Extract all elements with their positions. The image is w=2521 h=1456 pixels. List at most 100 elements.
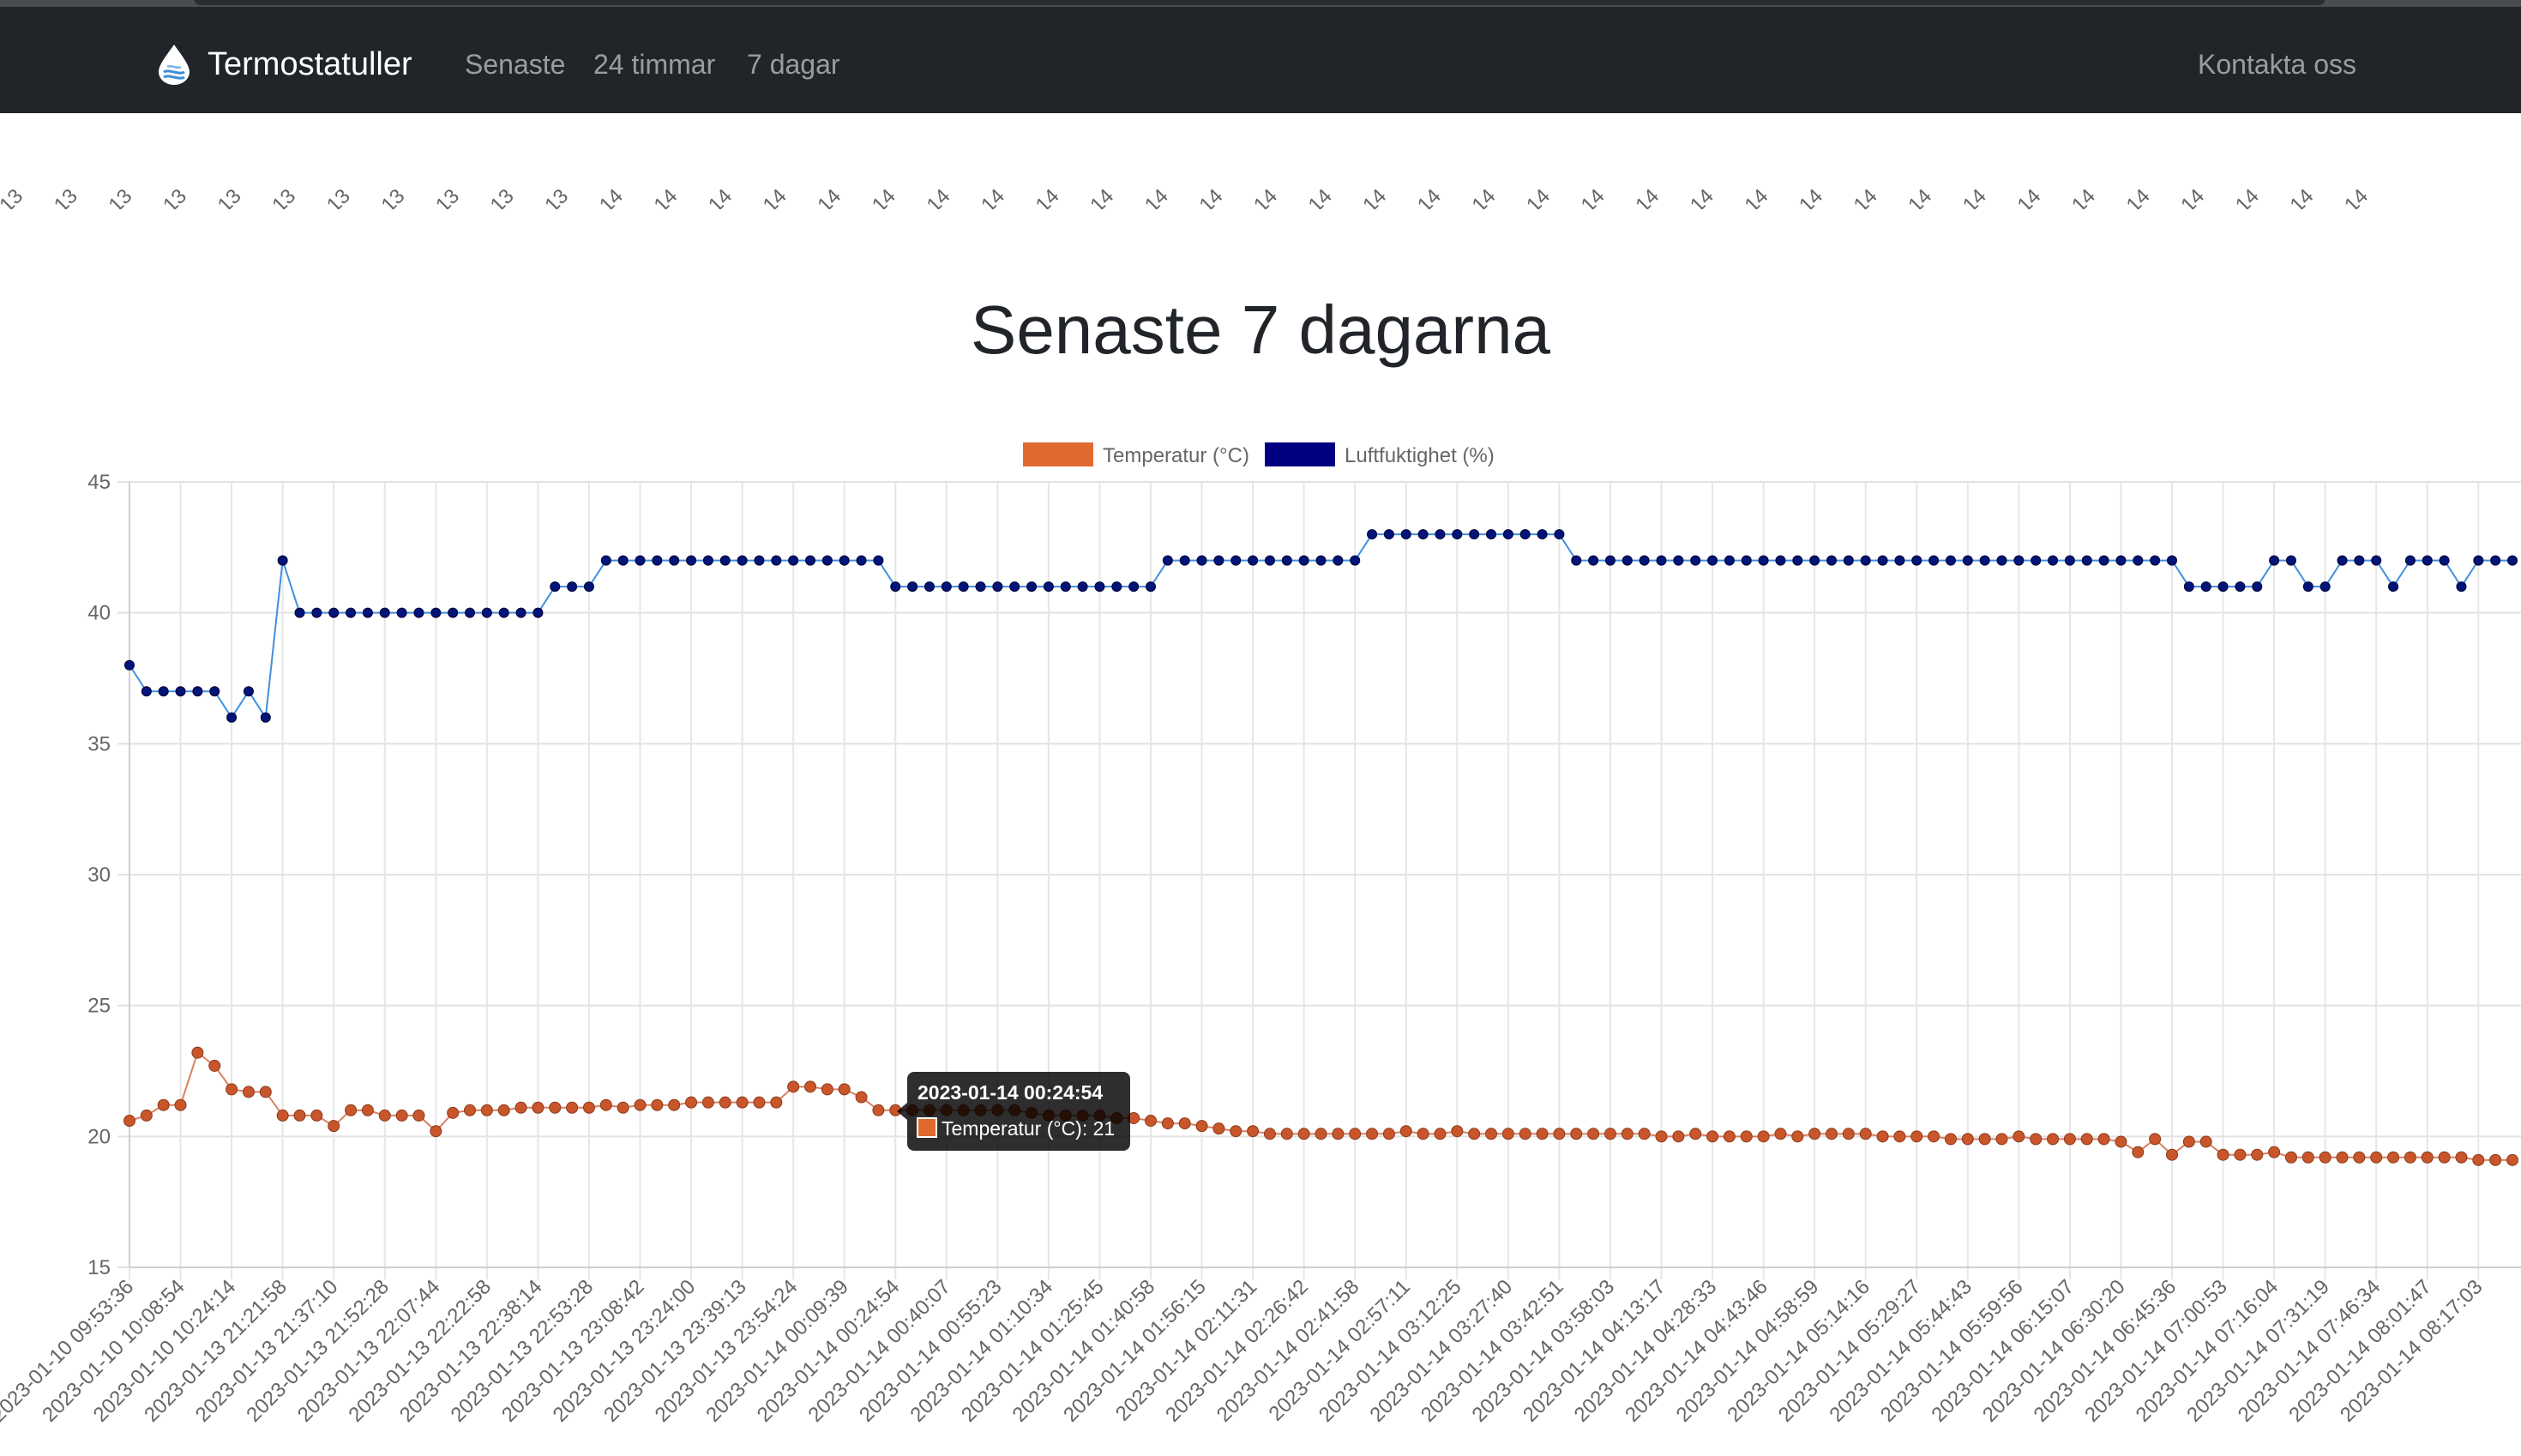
data-point[interactable] bbox=[1537, 529, 1548, 540]
data-point[interactable] bbox=[2097, 1133, 2110, 1146]
data-point[interactable] bbox=[804, 1080, 816, 1093]
data-point[interactable] bbox=[890, 581, 901, 593]
data-point[interactable] bbox=[480, 1104, 493, 1116]
data-point[interactable] bbox=[2235, 581, 2246, 593]
data-point[interactable] bbox=[1724, 555, 1735, 566]
data-point[interactable] bbox=[1655, 1130, 1668, 1143]
data-point[interactable] bbox=[1161, 1117, 1174, 1130]
data-point[interactable] bbox=[1928, 1130, 1940, 1143]
data-point[interactable] bbox=[1178, 1117, 1191, 1130]
data-point[interactable] bbox=[549, 1101, 562, 1114]
data-point[interactable] bbox=[2302, 581, 2313, 593]
data-point[interactable] bbox=[1399, 1125, 1412, 1138]
data-point[interactable] bbox=[1501, 1128, 1514, 1140]
data-point[interactable] bbox=[1230, 1125, 1242, 1138]
data-point[interactable] bbox=[175, 686, 186, 697]
data-point[interactable] bbox=[2200, 581, 2211, 593]
data-point[interactable] bbox=[1280, 1128, 1293, 1140]
data-point[interactable] bbox=[157, 1098, 170, 1111]
data-point[interactable] bbox=[1502, 529, 1513, 540]
data-point[interactable] bbox=[2217, 1148, 2229, 1161]
data-point[interactable] bbox=[1451, 1125, 1464, 1138]
data-point[interactable] bbox=[1230, 555, 1242, 566]
data-point[interactable] bbox=[2199, 1135, 2212, 1148]
data-point[interactable] bbox=[140, 1109, 153, 1122]
data-point[interactable] bbox=[1604, 555, 1615, 566]
data-point[interactable] bbox=[1094, 581, 1105, 593]
data-point[interactable] bbox=[1434, 1128, 1447, 1140]
data-point[interactable] bbox=[1792, 555, 1803, 566]
data-point[interactable] bbox=[958, 581, 969, 593]
data-point[interactable] bbox=[123, 1115, 135, 1128]
data-point[interactable] bbox=[1162, 555, 1173, 566]
data-point[interactable] bbox=[1757, 1130, 1770, 1143]
data-point[interactable] bbox=[362, 607, 373, 618]
data-point[interactable] bbox=[669, 555, 680, 566]
data-point[interactable] bbox=[1588, 555, 1599, 566]
data-point[interactable] bbox=[941, 581, 952, 593]
data-point[interactable] bbox=[395, 1109, 408, 1122]
data-point[interactable] bbox=[2182, 1135, 2195, 1148]
data-point[interactable] bbox=[550, 581, 561, 593]
data-point[interactable] bbox=[430, 607, 442, 618]
data-point[interactable] bbox=[2388, 581, 2399, 593]
data-point[interactable] bbox=[2030, 1133, 2043, 1146]
data-point[interactable] bbox=[259, 1086, 272, 1098]
data-point[interactable] bbox=[1944, 1133, 1957, 1146]
data-point[interactable] bbox=[855, 1091, 868, 1104]
data-point[interactable] bbox=[396, 607, 407, 618]
data-point[interactable] bbox=[583, 581, 594, 593]
chart-svg[interactable]: Temperatur (°C) Luftfuktighet (%) 15 20 25 30… bbox=[0, 420, 2521, 1456]
data-point[interactable] bbox=[532, 607, 544, 618]
data-point[interactable] bbox=[328, 1120, 340, 1133]
data-point[interactable] bbox=[2387, 1151, 2400, 1164]
data-point[interactable] bbox=[1196, 555, 1207, 566]
data-point[interactable] bbox=[1587, 1128, 1600, 1140]
data-point[interactable] bbox=[2336, 1151, 2349, 1164]
data-point[interactable] bbox=[2031, 555, 2042, 566]
data-point[interactable] bbox=[1009, 581, 1020, 593]
data-point[interactable] bbox=[1911, 555, 1922, 566]
data-point[interactable] bbox=[1877, 555, 1888, 566]
data-point[interactable] bbox=[158, 686, 169, 697]
data-point[interactable] bbox=[1876, 1130, 1889, 1143]
data-point[interactable] bbox=[821, 555, 833, 566]
data-point[interactable] bbox=[1826, 1128, 1838, 1140]
data-point[interactable] bbox=[2013, 1130, 2025, 1143]
data-point[interactable] bbox=[975, 581, 986, 593]
data-point[interactable] bbox=[668, 1098, 681, 1111]
nav-link-24-timmar[interactable]: 24 timmar bbox=[593, 49, 716, 80]
data-point[interactable] bbox=[907, 581, 918, 593]
data-point[interactable] bbox=[770, 1096, 783, 1109]
data-point[interactable] bbox=[1519, 529, 1531, 540]
data-point[interactable] bbox=[1741, 555, 1752, 566]
data-point[interactable] bbox=[1366, 1128, 1379, 1140]
data-point[interactable] bbox=[839, 555, 850, 566]
brand-link[interactable]: Termostatuller bbox=[154, 43, 412, 86]
data-point[interactable] bbox=[856, 555, 867, 566]
data-point[interactable] bbox=[2370, 1151, 2383, 1164]
data-point[interactable] bbox=[276, 1109, 289, 1122]
address-bar[interactable] bbox=[194, 0, 2325, 5]
data-point[interactable] bbox=[1706, 1130, 1719, 1143]
data-point[interactable] bbox=[1263, 1128, 1276, 1140]
data-point[interactable] bbox=[1826, 555, 1837, 566]
data-point[interactable] bbox=[1638, 1128, 1651, 1140]
data-point[interactable] bbox=[2455, 1151, 2468, 1164]
data-point[interactable] bbox=[719, 1096, 731, 1109]
data-point[interactable] bbox=[2439, 555, 2450, 566]
data-point[interactable] bbox=[2252, 581, 2263, 593]
data-point[interactable] bbox=[1145, 1115, 1157, 1128]
data-point[interactable] bbox=[1961, 1133, 1974, 1146]
data-point[interactable] bbox=[1995, 1133, 2008, 1146]
data-point[interactable] bbox=[2047, 1133, 2060, 1146]
data-point[interactable] bbox=[1333, 555, 1344, 566]
data-point[interactable] bbox=[2337, 555, 2348, 566]
data-point[interactable] bbox=[1639, 555, 1650, 566]
data-point[interactable] bbox=[1146, 581, 1156, 593]
data-point[interactable] bbox=[464, 1104, 476, 1116]
data-point[interactable] bbox=[771, 555, 782, 566]
data-point[interactable] bbox=[1672, 1130, 1685, 1143]
data-point[interactable] bbox=[2301, 1151, 2314, 1164]
data-point[interactable] bbox=[2149, 1133, 2162, 1146]
